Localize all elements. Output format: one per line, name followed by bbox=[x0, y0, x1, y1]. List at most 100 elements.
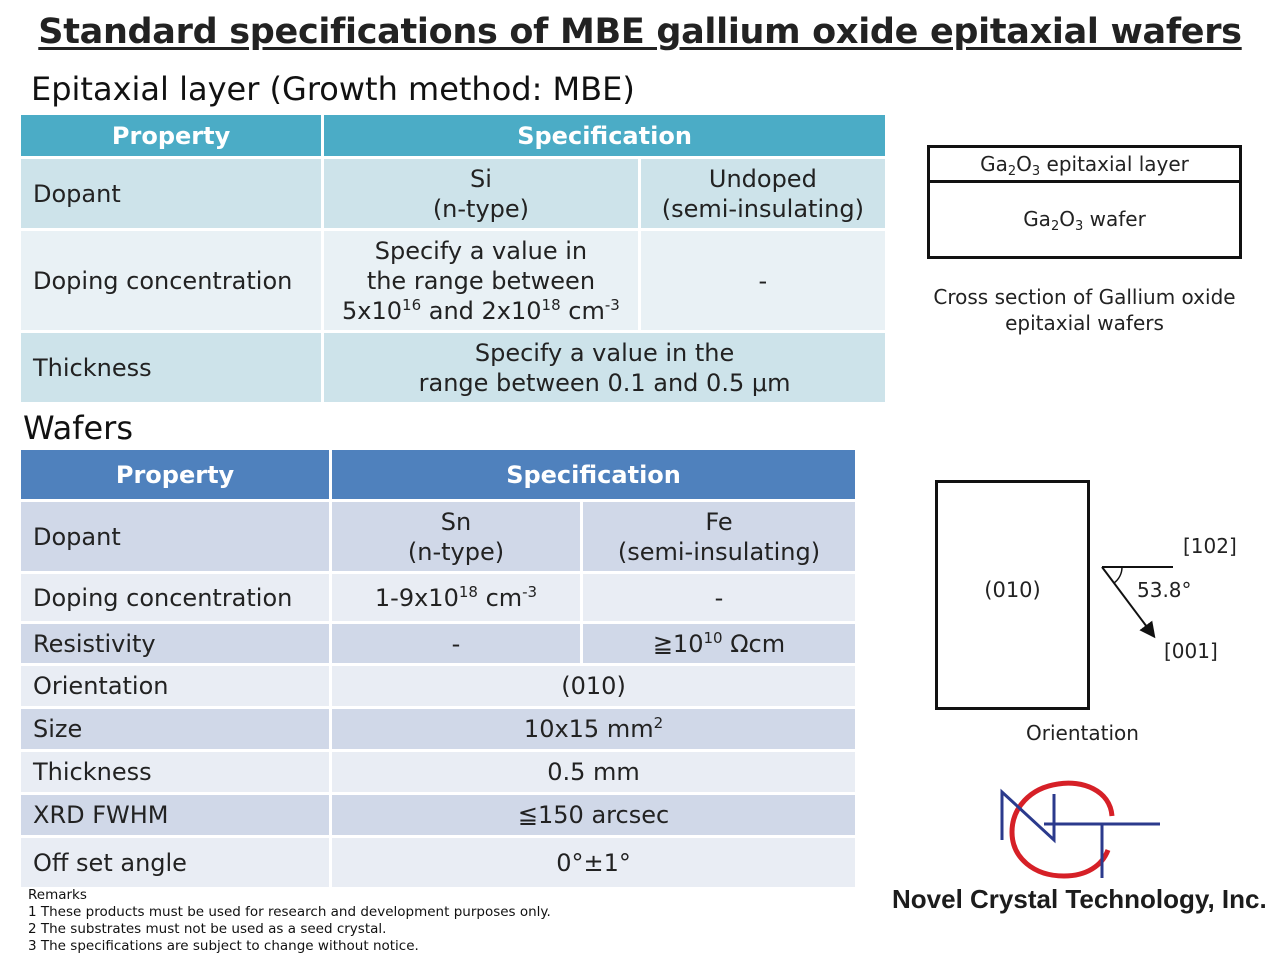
cell-thickness: 0.5 mm bbox=[329, 749, 858, 795]
si-type: (n-type) bbox=[432, 194, 530, 223]
size-value: 10x15 mm bbox=[523, 715, 654, 743]
table-row: Resistivity - ≧1010 Ωcm bbox=[17, 621, 859, 666]
table-row: Dopant Sn (n-type) Fe (semi-insulating) bbox=[17, 499, 859, 574]
page-title: Standard specifications of MBE gallium o… bbox=[38, 12, 1242, 52]
table-row: Thickness 0.5 mm bbox=[17, 749, 858, 795]
subscript: 2 bbox=[1050, 219, 1060, 234]
row-label: Doping concentration bbox=[17, 571, 333, 624]
unit: cm bbox=[477, 583, 523, 612]
angle-label: 53.8° bbox=[1137, 578, 1192, 602]
row-label: Thickness bbox=[17, 749, 333, 795]
orientation-caption: Orientation bbox=[1026, 721, 1139, 745]
epi-col-property: Property bbox=[17, 112, 325, 159]
row-label: Dopant bbox=[17, 499, 333, 574]
cell-si: Si (n-type) bbox=[321, 156, 641, 231]
angle-arc bbox=[1113, 566, 1123, 584]
remarks: Remarks 1 These products must be used fo… bbox=[28, 887, 551, 955]
thickness-line2: range between 0.1 and 0.5 μm bbox=[418, 368, 791, 397]
epi-spec-table: Property Specification Dopant Si (n-type… bbox=[17, 112, 889, 405]
row-label: XRD FWHM bbox=[17, 792, 333, 838]
doping-line1: Specify a value in bbox=[374, 236, 588, 265]
row-label: Off set angle bbox=[17, 835, 333, 890]
cell-undoped: Undoped (semi-insulating) bbox=[637, 156, 889, 231]
exponent: -3 bbox=[604, 295, 620, 314]
table-row: Thickness Specify a value in the range b… bbox=[17, 330, 888, 405]
subscript: 3 bbox=[1074, 219, 1084, 234]
remark-item: 3 The specifications are subject to chan… bbox=[28, 938, 419, 954]
subscript: 3 bbox=[1031, 164, 1041, 179]
doping-value: 1-9x10 bbox=[374, 583, 459, 612]
direction-102-label: [102] bbox=[1183, 534, 1237, 558]
wafers-section-heading: Wafers bbox=[23, 409, 133, 447]
cell-fe: Fe (semi-insulating) bbox=[579, 499, 859, 574]
sn-label: Sn bbox=[440, 507, 472, 536]
cell-sn-resistivity: - bbox=[329, 621, 583, 666]
cell-fe-resistivity: ≧1010 Ωcm bbox=[579, 621, 859, 666]
orientation-arrows bbox=[1101, 566, 1173, 639]
wafer-face-label: (010) bbox=[984, 578, 1041, 602]
doping-line2: the range between bbox=[366, 266, 596, 295]
row-label: Resistivity bbox=[17, 621, 333, 666]
undoped-label: Undoped bbox=[708, 164, 817, 193]
formula-o: O bbox=[1016, 152, 1032, 176]
doping-min: 5x10 bbox=[342, 296, 403, 325]
layer-label: epitaxial layer bbox=[1040, 152, 1189, 176]
formula-ga: Ga bbox=[980, 152, 1008, 176]
fe-label: Fe bbox=[705, 507, 733, 536]
row-label: Orientation bbox=[17, 663, 333, 709]
wafer-outline bbox=[935, 480, 1090, 710]
formula-o: O bbox=[1059, 207, 1075, 231]
table-row: XRD FWHM ≦150 arcsec bbox=[17, 792, 858, 838]
table-row: Dopant Si (n-type) Undoped (semi-insulat… bbox=[17, 156, 889, 231]
cell-sn-doping: 1-9x1018 cm-3 bbox=[329, 571, 583, 624]
row-label: Doping concentration bbox=[17, 228, 325, 333]
row-label: Size bbox=[17, 706, 333, 752]
cell-doping-range: Specify a value in the range between 5x1… bbox=[321, 228, 641, 333]
cell-orientation: (010) bbox=[329, 663, 858, 709]
wafer-box: Ga2O3 wafer bbox=[927, 180, 1242, 259]
unit: Ωcm bbox=[722, 629, 786, 658]
cell-sn: Sn (n-type) bbox=[329, 499, 583, 574]
table-row: Orientation (010) bbox=[17, 663, 858, 709]
unit: cm bbox=[560, 296, 605, 325]
table-row: Doping concentration 1-9x1018 cm-3 - bbox=[17, 571, 859, 624]
sn-type: (n-type) bbox=[407, 537, 505, 566]
epi-section-heading: Epitaxial layer (Growth method: MBE) bbox=[31, 70, 635, 108]
cell-doping-undoped: - bbox=[637, 228, 889, 333]
remarks-title: Remarks bbox=[28, 887, 87, 903]
caption-line1: Cross section of Gallium oxide bbox=[933, 285, 1236, 309]
direction-001-label: [001] bbox=[1164, 639, 1218, 663]
cell-fe-doping: - bbox=[579, 571, 859, 624]
cross-section-caption: Cross section of Gallium oxide epitaxial… bbox=[912, 284, 1257, 336]
cell-offset: 0°±1° bbox=[329, 835, 858, 890]
cell-thickness: Specify a value in the range between 0.1… bbox=[321, 330, 888, 405]
row-label: Dopant bbox=[17, 156, 325, 231]
subscript: 2 bbox=[1007, 164, 1017, 179]
undoped-type: (semi-insulating) bbox=[661, 194, 864, 223]
exponent: 18 bbox=[458, 582, 478, 601]
remark-item: 1 These products must be used for resear… bbox=[28, 904, 551, 920]
exponent: 10 bbox=[703, 628, 723, 647]
exponent: -3 bbox=[522, 582, 538, 601]
table-row: Doping concentration Specify a value in … bbox=[17, 228, 889, 333]
company-name: Novel Crystal Technology, Inc. bbox=[892, 884, 1267, 914]
exponent: 2 bbox=[653, 714, 664, 732]
wafer-col-spec: Specification bbox=[329, 447, 858, 502]
company-logo-icon bbox=[1000, 780, 1160, 879]
wafer-col-property: Property bbox=[17, 447, 333, 502]
exponent: 16 bbox=[402, 295, 422, 314]
formula-ga: Ga bbox=[1023, 207, 1051, 231]
doping-max: and 2x10 bbox=[421, 296, 542, 325]
caption-line2: epitaxial wafers bbox=[1005, 311, 1164, 335]
epitaxial-layer-box: Ga2O3 epitaxial layer bbox=[927, 145, 1242, 183]
wafer-label: wafer bbox=[1083, 207, 1146, 231]
row-label: Thickness bbox=[17, 330, 325, 405]
thickness-line1: Specify a value in the bbox=[474, 338, 735, 367]
wafer-spec-table: Property Specification Dopant Sn (n-type… bbox=[17, 447, 859, 890]
si-label: Si bbox=[469, 164, 492, 193]
cell-xrd: ≦150 arcsec bbox=[329, 792, 858, 838]
table-row: Size 10x15 mm2 bbox=[17, 706, 858, 752]
table-row: Off set angle 0°±1° bbox=[17, 835, 858, 890]
exponent: 18 bbox=[541, 295, 561, 314]
epi-col-spec: Specification bbox=[321, 112, 888, 159]
